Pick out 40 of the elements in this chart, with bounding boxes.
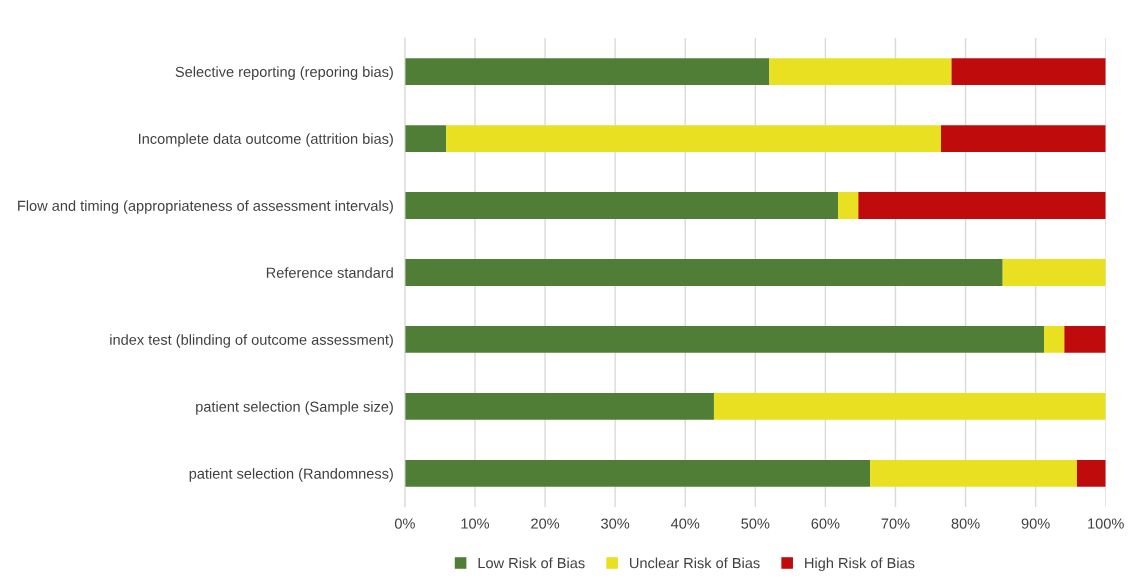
bar [1002, 259, 1106, 286]
bar [404, 58, 770, 85]
bar [769, 58, 952, 85]
bar [1076, 460, 1106, 487]
bar [941, 125, 1106, 152]
x-tick-label: 40% [670, 518, 700, 529]
y-tick-label: patient selection (Randomness) [189, 468, 393, 482]
bar [858, 192, 1106, 219]
x-tick-label: 10% [461, 518, 490, 529]
bar [870, 460, 1077, 487]
bar [1044, 326, 1065, 353]
bar [404, 259, 1003, 286]
x-tick-label: 100% [1088, 518, 1124, 529]
bar [404, 460, 871, 487]
bar [404, 125, 447, 152]
y-tick-label: index test (blinding of outcome assessment) [110, 334, 393, 348]
x-tick-label: 70% [881, 518, 910, 529]
y-tick-label: Incomplete data outcome (attrition bias) [139, 133, 393, 147]
legend-label: Low Risk of Bias [478, 557, 585, 569]
legend-label: Unclear Risk of Bias [630, 557, 760, 569]
y-tick-label: Selective reporting (reporing bias) [175, 66, 393, 80]
x-tick-label: 30% [601, 518, 630, 529]
x-tick-label: 80% [951, 518, 980, 529]
bar [951, 58, 1106, 85]
y-tick-label: patient selection (Sample size) [196, 401, 393, 415]
bar [404, 326, 1045, 353]
x-tick-label: 90% [1021, 518, 1050, 529]
x-tick-label: 50% [741, 518, 770, 529]
bar [1064, 326, 1106, 353]
bar [713, 393, 1106, 420]
bar [446, 125, 942, 152]
bar [838, 192, 859, 219]
bar [404, 393, 714, 420]
legend-label: High Risk of Bias [805, 557, 915, 572]
x-tick-label: 60% [811, 518, 840, 529]
y-tick-label: Flow and timing (appropriateness of assessment intervals) [18, 200, 393, 214]
x-tick-label: 20% [531, 518, 560, 529]
bar [404, 192, 838, 219]
x-tick-label: 0% [394, 518, 415, 529]
y-tick-label: Reference standard [266, 267, 393, 278]
